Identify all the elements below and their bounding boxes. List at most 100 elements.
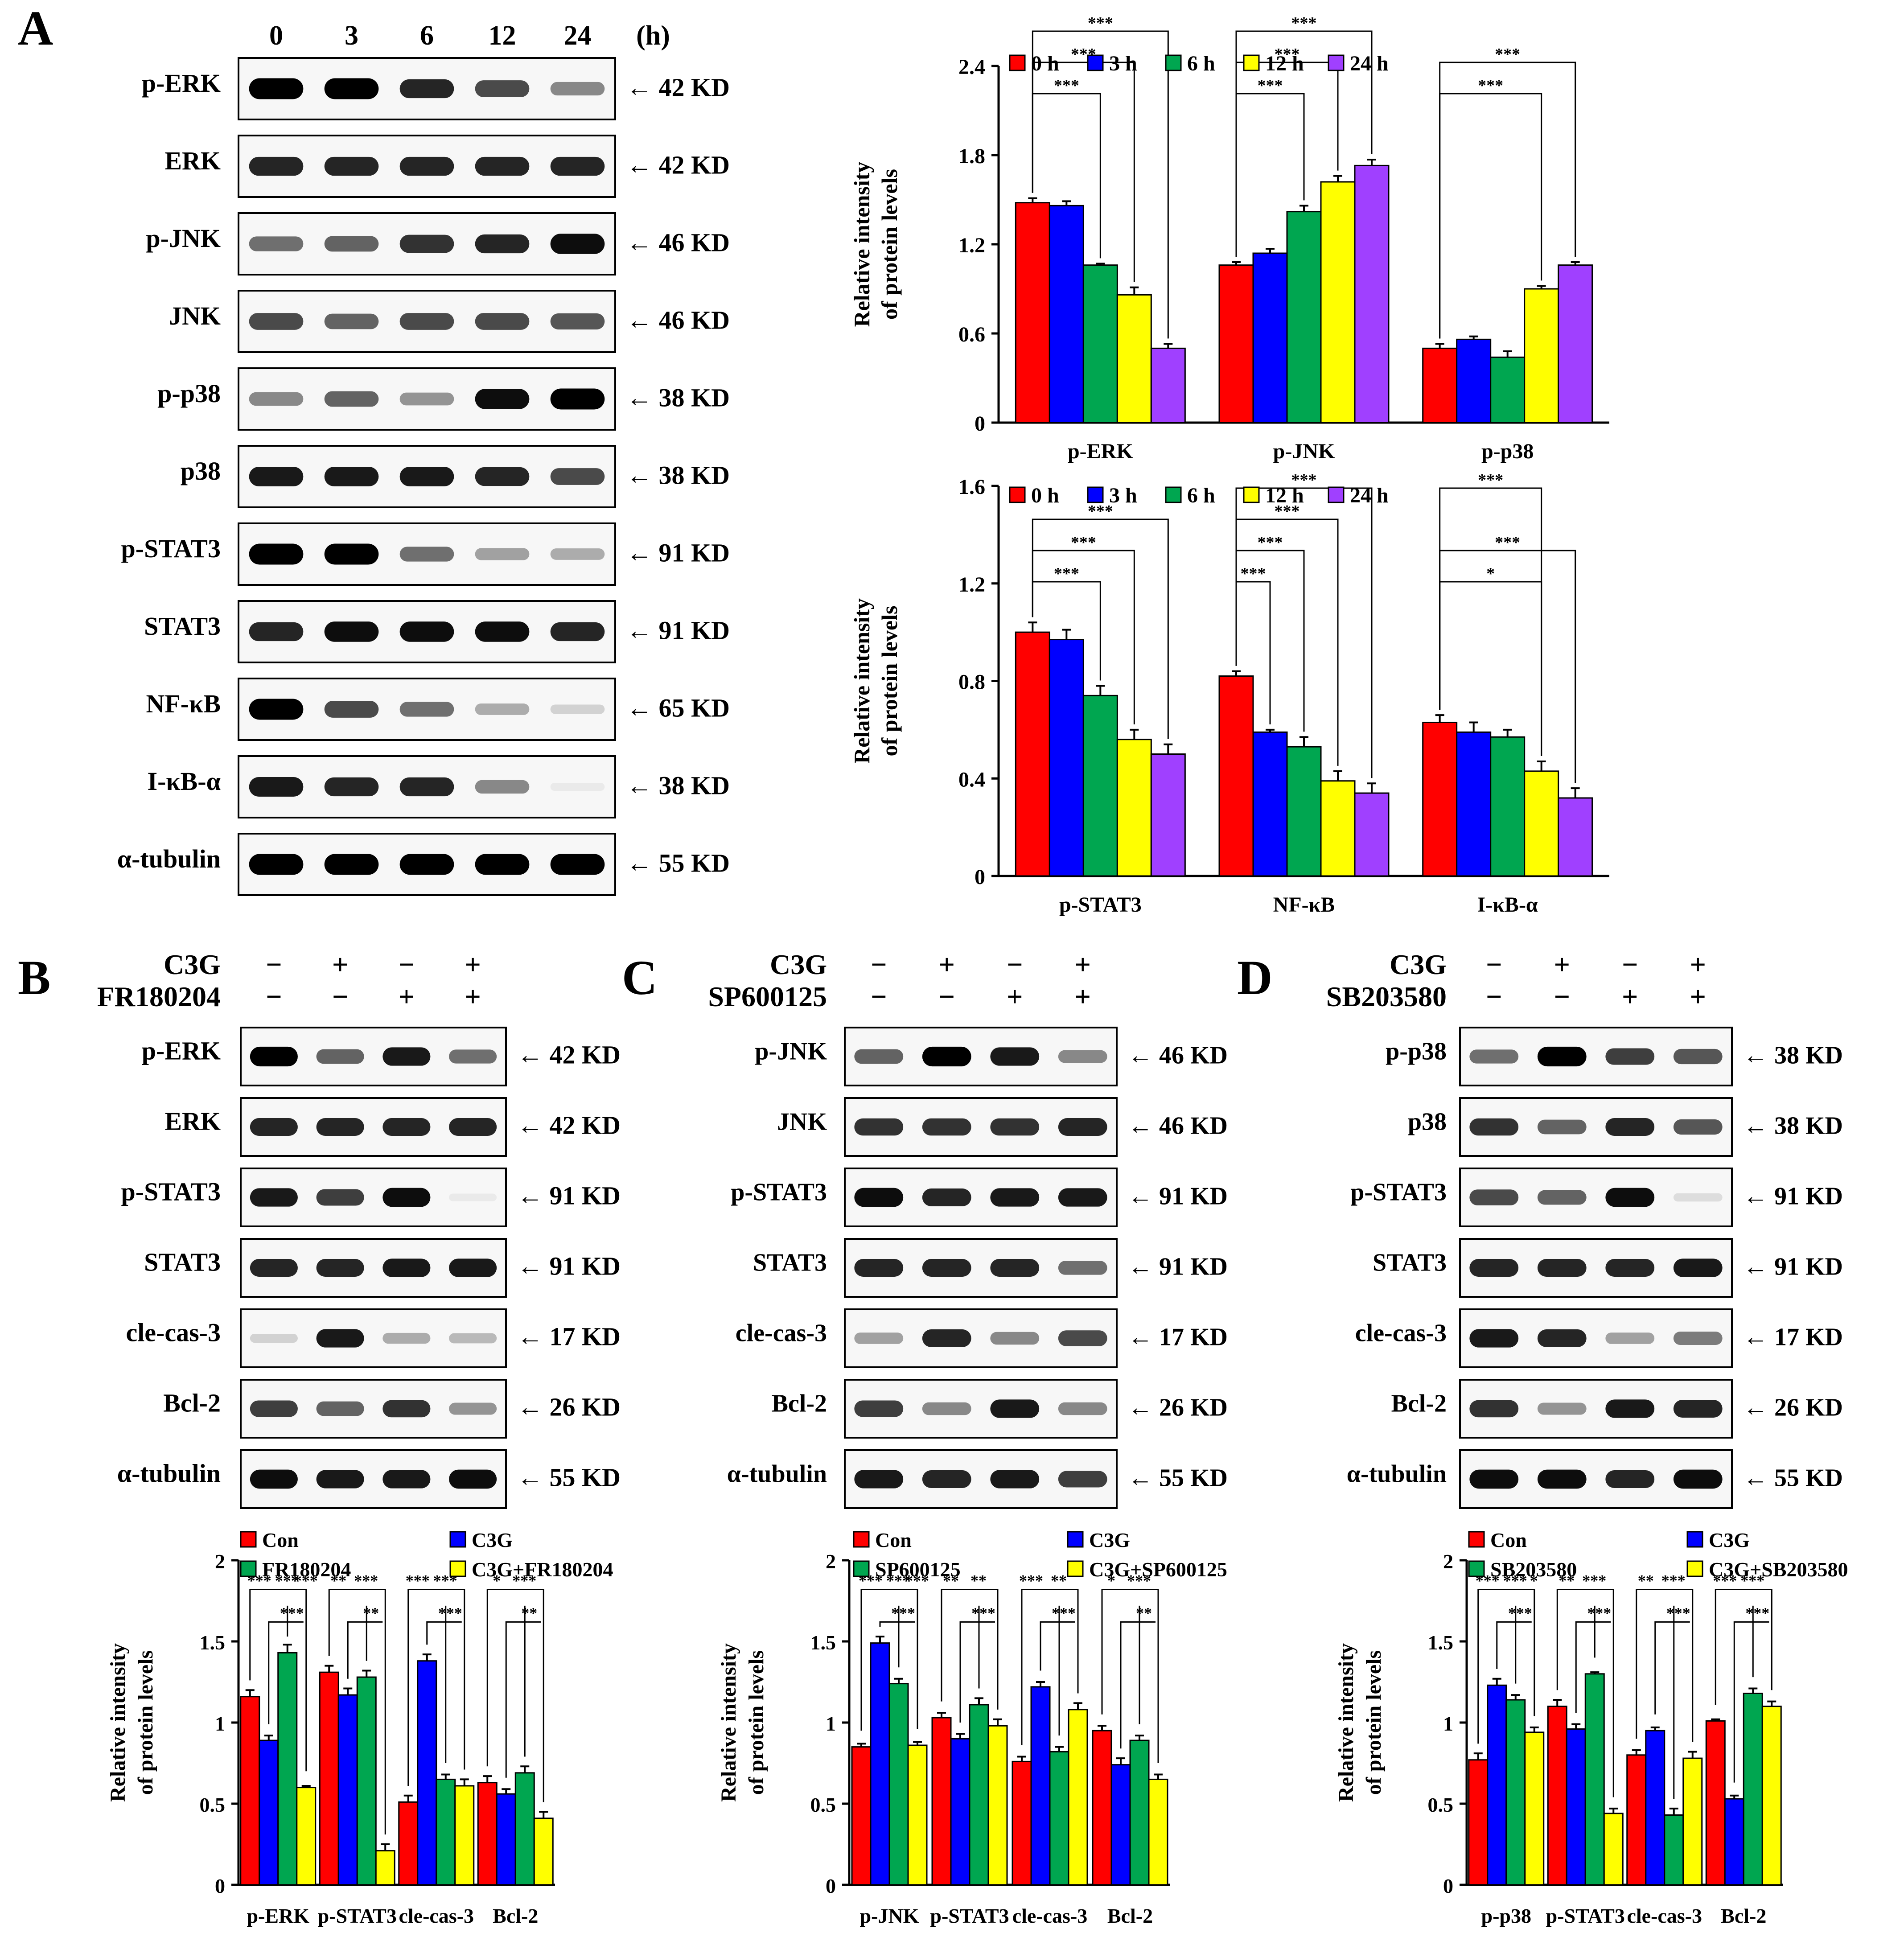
y-tick-label: 1.5 <box>810 1631 836 1654</box>
blot-band <box>475 548 530 560</box>
bar-c3g-bcl-2 <box>1724 1798 1744 1886</box>
blot-band <box>316 1189 364 1206</box>
significance-stars: *** <box>1088 502 1113 521</box>
legend-swatch-24-h <box>1328 486 1345 503</box>
blot-label-p-erk: p-ERK <box>142 69 221 98</box>
bar-fr180204-cle-cas-3 <box>436 1778 456 1886</box>
bar-c3g-bcl-2 <box>1110 1764 1131 1886</box>
legend-label-3-h: 3 h <box>1109 52 1137 75</box>
y-axis-label: Relative intensity <box>849 598 874 764</box>
bar-con-bcl-2 <box>1092 1730 1112 1886</box>
blot-band <box>1058 1261 1107 1275</box>
y-tick-label: 0 <box>826 1875 836 1897</box>
blot-kd-jnk: ← 46 KD <box>1128 1112 1228 1140</box>
blot-label-p-stat3: p-STAT3 <box>121 534 221 563</box>
blot-band <box>249 78 304 99</box>
significance-stars: * <box>1530 1572 1538 1590</box>
blot-band <box>399 547 454 562</box>
blot-band <box>250 1046 298 1067</box>
y-axis-label: Relative intensity <box>106 1643 130 1802</box>
bar-3-h-p-jnk <box>1252 252 1288 424</box>
treatment-label-c3g: C3G <box>1390 949 1447 980</box>
y-tick-label: 0.6 <box>958 323 985 346</box>
x-tick-label-bcl-2: Bcl-2 <box>1721 1904 1766 1927</box>
bar-3-h-nf-b <box>1252 731 1288 877</box>
significance-stars: *** <box>1478 471 1503 489</box>
significance-stars: *** <box>354 1572 378 1590</box>
blot-kd-nf-b: ← 65 KD <box>626 694 730 723</box>
blot-band <box>854 1188 904 1207</box>
legend-label-c3g: C3G <box>1709 1529 1750 1551</box>
bar-6-h-p-stat3 <box>1082 695 1118 877</box>
blot-band <box>316 1401 364 1416</box>
bar-con-bcl-2 <box>477 1782 498 1886</box>
legend-swatch-12-h <box>1243 54 1260 71</box>
legend-swatch-c3g <box>1686 1531 1703 1548</box>
blot-band <box>382 1332 431 1344</box>
blot-band <box>475 854 530 875</box>
significance-stars: ** <box>521 1604 537 1622</box>
blot-kd-bcl-2: ← 26 KD <box>1128 1394 1228 1422</box>
blot-kd-cle-cas-3: ← 17 KD <box>1743 1324 1843 1351</box>
treatment-sign: + <box>465 949 481 980</box>
blot-band <box>399 777 454 797</box>
blot-band <box>990 1332 1040 1345</box>
y-axis-label: Relative intensity <box>717 1643 740 1802</box>
legend-label-0-h: 0 h <box>1031 484 1059 507</box>
significance-bracket <box>1556 1589 1614 1797</box>
blot-label-stat3: STAT3 <box>753 1249 827 1277</box>
legend-label-6-h: 6 h <box>1187 52 1215 75</box>
legend-swatch-c3g <box>1067 1531 1084 1548</box>
blot-band <box>324 854 379 875</box>
blot-label-p-p38: p-p38 <box>157 379 221 408</box>
significance-stars: *** <box>1241 564 1266 583</box>
blot-label-cle-cas-3: cle-cas-3 <box>126 1318 221 1347</box>
blot-band <box>399 467 454 486</box>
treatment-label-c3g: C3G <box>164 949 221 980</box>
blot-label-nf-b: NF-κB <box>146 689 221 718</box>
significance-bracket <box>941 1589 999 1710</box>
significance-stars: *** <box>1661 1572 1686 1590</box>
y-tick-label: 0.8 <box>958 670 985 694</box>
legend-label-c3g-fr180204: C3G+FR180204 <box>472 1558 613 1581</box>
bar-c3g-sp600125-cle-cas-3 <box>1068 1709 1088 1886</box>
blot-band <box>1469 1400 1519 1418</box>
treatment-sign: + <box>1075 949 1091 980</box>
bar-c3g-p-stat3 <box>337 1694 358 1886</box>
blot-kd-p-p38: ← 38 KD <box>626 383 730 412</box>
y-tick-label: 0.5 <box>200 1793 226 1816</box>
timepoint-24: 24 <box>564 21 592 51</box>
treatment-sign: + <box>1075 981 1091 1012</box>
blot-band <box>854 1049 904 1064</box>
blot-band <box>1605 1259 1655 1277</box>
y-axis-label: of protein levels <box>744 1650 768 1795</box>
bar-c3g-sp600125-p-jnk <box>907 1744 928 1886</box>
bar-c3g-p-stat3 <box>950 1738 971 1886</box>
bar-sb203580-cle-cas-3 <box>1664 1814 1684 1886</box>
significance-stars: *** <box>280 1604 304 1622</box>
legend-swatch-12-h <box>1243 486 1260 503</box>
legend-label-24-h: 24 h <box>1350 484 1389 507</box>
blot-kd-bcl-2: ← 26 KD <box>1743 1394 1843 1422</box>
blot-band <box>1605 1188 1655 1207</box>
blot-kd-p-p38: ← 38 KD <box>1743 1042 1843 1069</box>
bar-0-h-p-stat3 <box>1015 631 1050 877</box>
legend-label-sb203580: SB203580 <box>1490 1558 1577 1581</box>
y-tick-label: 2.4 <box>958 55 985 79</box>
y-axis-label: of protein levels <box>877 169 902 320</box>
significance-stars: ** <box>1051 1572 1067 1590</box>
bar-0-h-p-p38 <box>1422 347 1458 424</box>
y-tick-label: 2 <box>1443 1550 1453 1573</box>
bar-sp600125-p-stat3 <box>969 1704 989 1886</box>
legend-swatch-c3g <box>449 1531 466 1548</box>
legend-swatch-6-h <box>1165 486 1182 503</box>
y-tick-label: 2 <box>826 1550 836 1573</box>
blot-kd-stat3: ← 91 KD <box>626 616 730 645</box>
legend-label-24-h: 24 h <box>1350 52 1389 75</box>
bar-sp600125-bcl-2 <box>1129 1739 1150 1886</box>
blot-band <box>990 1470 1040 1489</box>
treatment-sign: + <box>1554 949 1570 980</box>
significance-stars: *** <box>1495 533 1520 552</box>
blot-kd-p-erk: ← 42 KD <box>517 1040 621 1069</box>
